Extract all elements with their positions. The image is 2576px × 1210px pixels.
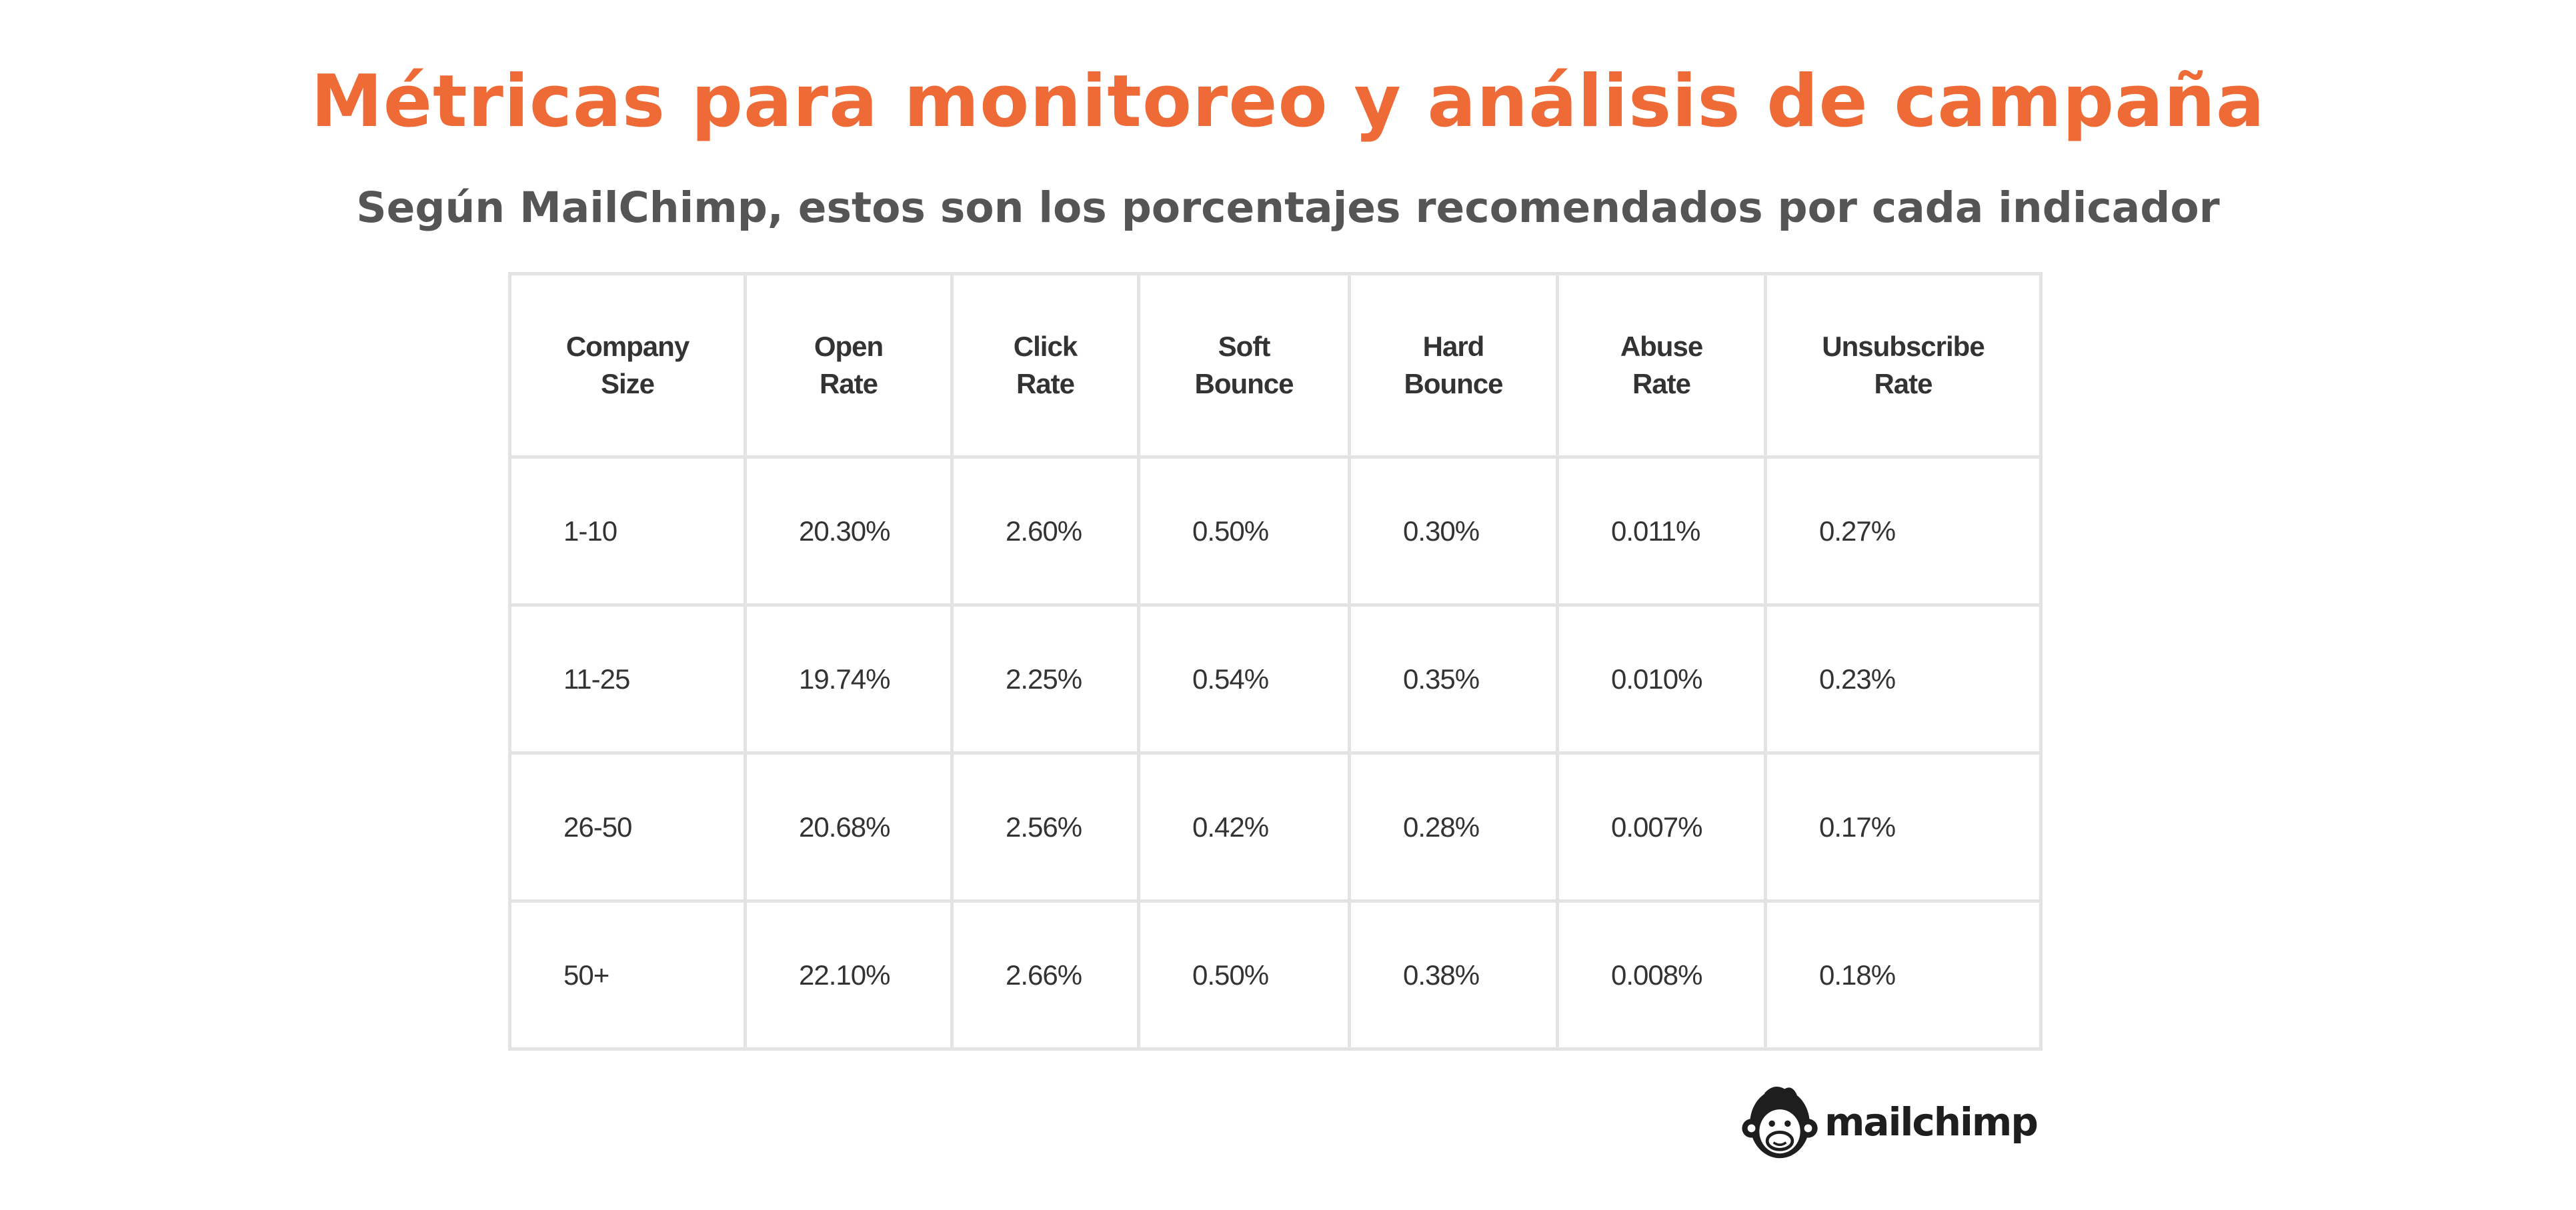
table-cell: 50+ [508,899,747,1051]
header-hard-bounce: Hard Bounce [1348,272,1559,459]
header-company-size: Company Size [508,272,747,459]
table-header-row: Company Size Open Rate Click Rate Soft Bounc… [508,272,2043,459]
table-cell: 2.56% [950,751,1140,903]
table-cell: 22.10% [744,899,954,1051]
table-cell: 19.74% [744,603,954,755]
header-click-rate: Click Rate [950,272,1140,459]
page-subtitle: Según MailChimp, estos son los porcentaj… [356,183,2220,232]
page-title: Métricas para monitoreo y análisis de ca… [311,60,2265,143]
logo-wordmark: mailchimp [1824,1099,2039,1145]
table-cell: 0.18% [1764,899,2043,1051]
table-cell: 0.54% [1137,603,1351,755]
table-cell: 26-50 [508,751,747,903]
table-cell: 2.25% [950,603,1140,755]
table-row: 50+ 22.10% 2.66% 0.50% 0.38% 0.008% 0.18… [508,899,2043,1051]
table-cell: 2.60% [950,455,1140,607]
table-cell: 0.38% [1348,899,1559,1051]
table-row: 1-10 20.30% 2.60% 0.50% 0.30% 0.011% 0.2… [508,455,2043,607]
table-row: 11-25 19.74% 2.25% 0.54% 0.35% 0.010% 0.… [508,603,2043,755]
table-cell: 0.23% [1764,603,2043,755]
table-cell: 0.007% [1556,751,1767,903]
header-unsubscribe-rate: Unsubscribe Rate [1764,272,2043,459]
chimp-head-icon [1742,1087,1818,1159]
table-cell: 0.27% [1764,455,2043,607]
table-cell: 0.42% [1137,751,1351,903]
table-cell: 1-10 [508,455,747,607]
table-cell: 0.011% [1556,455,1767,607]
metrics-table: Company Size Open Rate Click Rate Soft Bounc… [508,272,2043,1051]
header-soft-bounce: Soft Bounce [1137,272,1351,459]
table-row: 26-50 20.68% 2.56% 0.42% 0.28% 0.007% 0.… [508,751,2043,903]
header-abuse-rate: Abuse Rate [1556,272,1767,459]
table-cell: 0.30% [1348,455,1559,607]
table-cell: 0.50% [1137,899,1351,1051]
table-cell: 0.008% [1556,899,1767,1051]
table-cell: 0.50% [1137,455,1351,607]
table-cell: 0.35% [1348,603,1559,755]
header-open-rate: Open Rate [744,272,954,459]
table-cell: 20.30% [744,455,954,607]
table-cell: 0.17% [1764,751,2043,903]
table-cell: 20.68% [744,751,954,903]
table-cell: 0.28% [1348,751,1559,903]
table-cell: 11-25 [508,603,747,755]
table-cell: 0.010% [1556,603,1767,755]
table-cell: 2.66% [950,899,1140,1051]
mailchimp-logo: mailchimp [1740,1079,2039,1165]
